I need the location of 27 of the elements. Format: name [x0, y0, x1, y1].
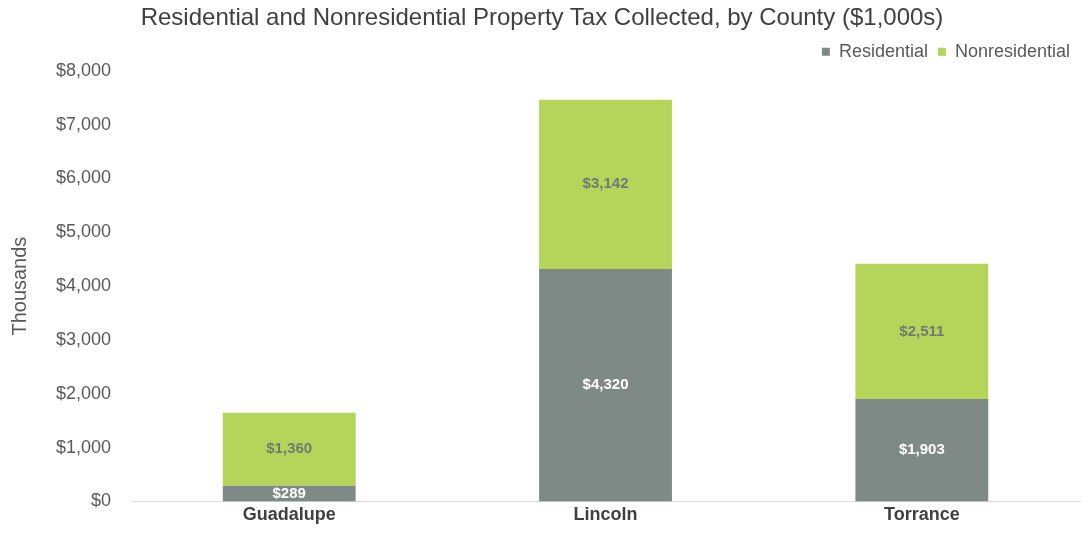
y-tick-label: $0	[91, 490, 112, 511]
legend-label: Residential	[838, 40, 928, 61]
x-tick-label: Torrance	[883, 504, 960, 525]
chart-title: Residential and Nonresidential Property Tax Collected, by County ($1,000s)	[140, 3, 944, 31]
data-label: $4,320	[582, 375, 629, 393]
x-tick-label: Lincoln	[573, 504, 638, 525]
y-tick-label: $8,000	[55, 59, 112, 80]
data-label: $3,142	[582, 174, 629, 192]
legend-label: Nonresidential	[954, 40, 1071, 61]
y-tick-label: $6,000	[55, 167, 112, 188]
y-tick-label: $1,000	[55, 436, 112, 457]
bar	[855, 398, 989, 502]
bar	[539, 268, 672, 502]
data-label: $1,360	[266, 439, 313, 457]
data-label: $1,903	[898, 440, 945, 458]
bar	[539, 99, 672, 269]
x-tick-label: Guadalupe	[242, 504, 336, 525]
y-axis-title: Thousands	[7, 236, 30, 336]
y-tick-label: $7,000	[55, 113, 112, 134]
y-tick-label: $5,000	[55, 221, 112, 242]
y-tick-label: $4,000	[55, 275, 112, 296]
bar	[222, 412, 356, 486]
data-label: $2,511	[899, 321, 945, 339]
y-tick-label: $2,000	[55, 382, 112, 403]
data-label: $289	[272, 483, 306, 501]
y-tick-label: $3,000	[55, 328, 112, 349]
bar	[855, 263, 989, 399]
